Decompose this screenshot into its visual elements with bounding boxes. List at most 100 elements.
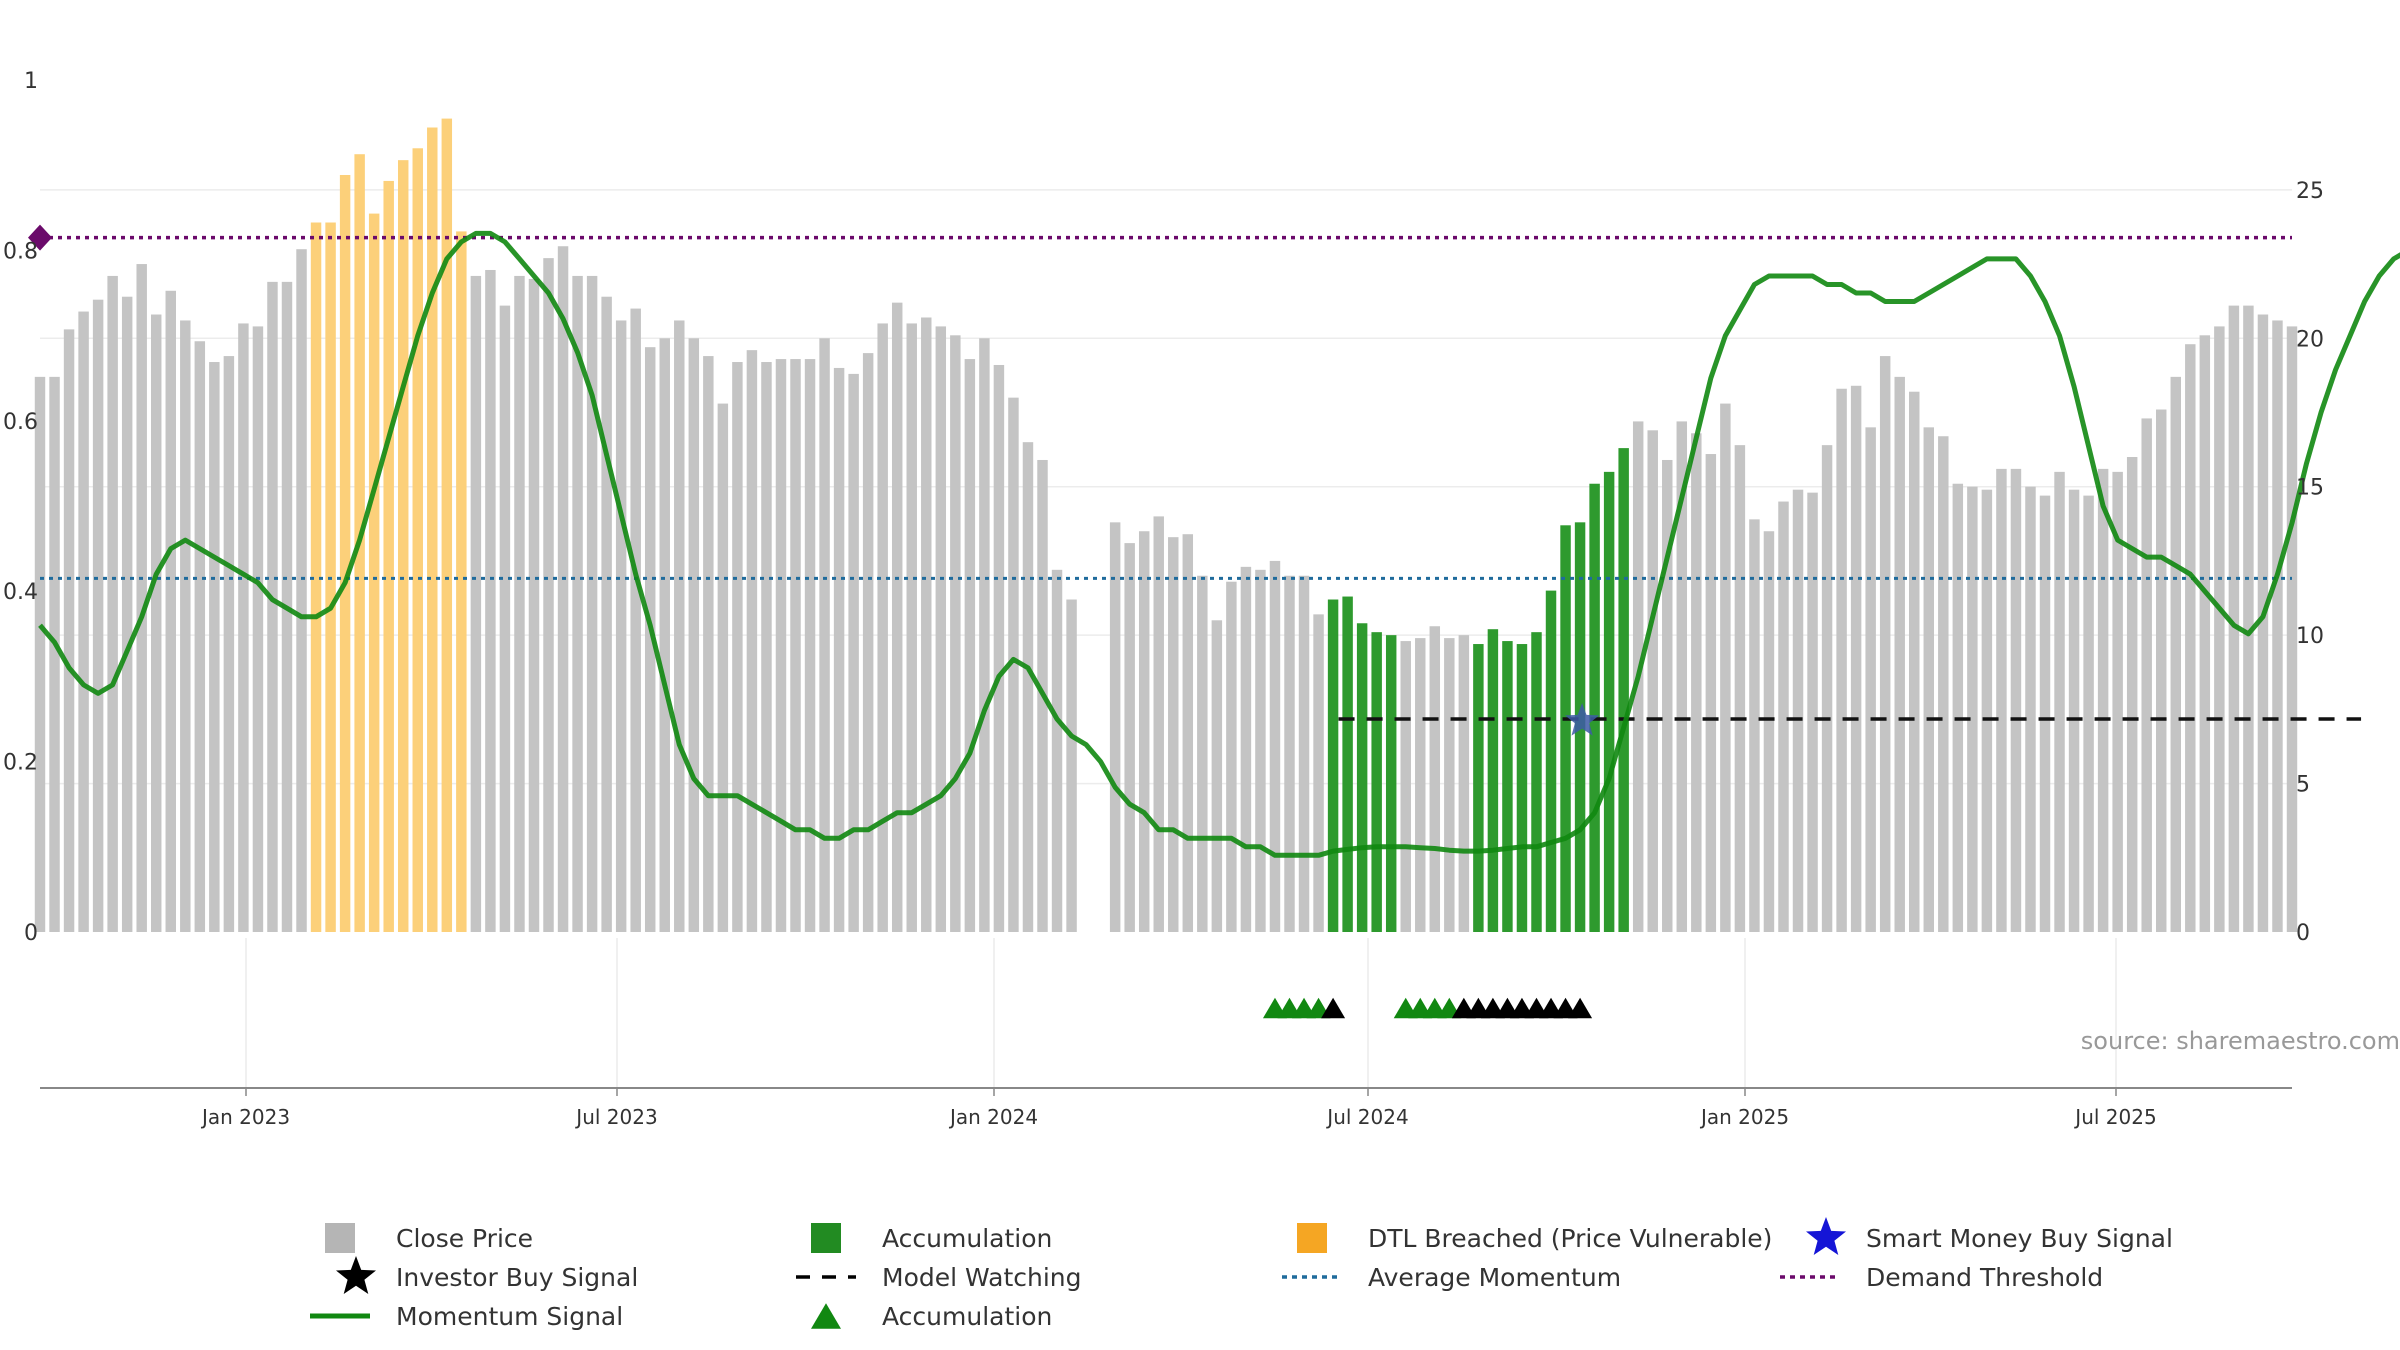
right-y-tick-label: 5 — [2296, 773, 2310, 798]
accumulation-bar — [1342, 596, 1353, 932]
close-price-bar — [819, 338, 830, 932]
close-price-bar — [92, 299, 104, 932]
x-tick-label: Jan 2025 — [1699, 1105, 1789, 1129]
close-price-bar — [1938, 436, 1949, 932]
close-price-bar — [63, 329, 75, 932]
close-price-bar — [209, 362, 220, 933]
x-tick-label: Jan 2023 — [200, 1105, 290, 1129]
close-price-bar — [1996, 468, 2007, 932]
legend-star-icon — [1806, 1217, 1846, 1255]
close-price-bar — [1879, 356, 1891, 932]
close-price-bar — [2054, 471, 2065, 932]
source-label: source: sharemaestro.com — [2081, 1027, 2400, 1055]
close-price-bar — [1400, 641, 1411, 932]
close-price-bar — [1952, 483, 1964, 932]
accumulation-bar — [1531, 632, 1542, 932]
dtl-breached-bar — [368, 213, 380, 932]
close-price-bar — [964, 359, 976, 933]
close-price-bar — [746, 350, 758, 932]
legend-label: Smart Money Buy Signal — [1866, 1224, 2173, 1253]
close-price-bar — [121, 296, 133, 932]
close-price-bar — [78, 311, 89, 932]
close-price-bars — [34, 118, 2298, 933]
close-price-bar — [296, 249, 307, 933]
dtl-breached-bar — [456, 231, 467, 932]
right-y-tick-label: 15 — [2296, 476, 2324, 501]
close-price-bar — [1705, 454, 1717, 932]
close-price-bar — [223, 356, 235, 932]
close-price-bar — [2243, 305, 2254, 933]
close-price-bar — [2156, 409, 2167, 932]
close-price-bar — [1792, 489, 1804, 932]
close-price-bar — [630, 308, 641, 933]
legend-star-icon — [336, 1256, 376, 1294]
legend-label: Average Momentum — [1368, 1263, 1621, 1292]
close-price-bar — [2010, 468, 2022, 932]
close-price-bar — [2214, 326, 2225, 932]
close-price-bar — [1676, 421, 1688, 932]
close-price-bar — [1240, 566, 1252, 932]
close-price-bar — [877, 323, 888, 932]
right-y-tick-label: 0 — [2296, 921, 2310, 946]
close-price-bar — [601, 296, 612, 932]
close-price-bar — [804, 359, 816, 933]
close-price-bar — [180, 320, 191, 932]
accumulation-bar — [1356, 623, 1368, 932]
accumulation-bar — [1487, 629, 1499, 932]
close-price-bar — [2068, 489, 2080, 932]
close-price-bar — [1298, 575, 1310, 932]
close-price-bar — [1691, 433, 1702, 932]
close-price-bar — [194, 341, 206, 932]
close-price-bar — [2126, 457, 2138, 932]
signal-markers — [1262, 703, 1600, 1019]
close-price-bar — [1734, 445, 1746, 932]
close-price-bar — [1444, 638, 1455, 932]
x-tick-label: Jul 2025 — [2073, 1105, 2156, 1129]
close-price-bar — [775, 359, 787, 933]
close-price-bar — [1153, 516, 1164, 932]
close-price-bar — [688, 338, 700, 932]
accumulation-bar — [1618, 448, 1629, 932]
close-price-bar — [543, 258, 554, 932]
dtl-breached-bar — [412, 148, 423, 932]
close-price-bar — [1269, 560, 1281, 932]
close-price-bar — [1720, 403, 1731, 932]
demand-threshold-marker — [28, 224, 52, 251]
smart-money-buy-star — [1565, 703, 1600, 736]
close-price-bar — [644, 347, 656, 932]
close-price-bar — [674, 320, 685, 932]
x-tick-label: Jan 2024 — [948, 1105, 1038, 1129]
accumulation-bar — [1385, 635, 1397, 932]
close-price-bar — [2112, 471, 2123, 932]
close-price-bar — [1850, 385, 1862, 933]
close-price-bar — [1124, 543, 1135, 932]
dtl-breached-bar — [397, 160, 409, 932]
legend-label: DTL Breached (Price Vulnerable) — [1368, 1224, 1772, 1253]
close-price-bar — [1894, 376, 1905, 932]
close-price-bar — [906, 323, 917, 932]
close-price-bar — [514, 275, 525, 933]
close-price-bar — [34, 376, 46, 932]
accumulation-bar — [1589, 483, 1600, 932]
close-price-bar — [1836, 388, 1847, 933]
legend-label: Model Watching — [882, 1263, 1082, 1292]
close-price-bar — [499, 305, 511, 933]
close-price-bar — [165, 290, 176, 932]
close-price-bar — [1226, 581, 1237, 932]
close-price-bar — [790, 359, 801, 933]
legend-label: Momentum Signal — [396, 1302, 623, 1331]
close-price-bar — [238, 323, 249, 932]
close-price-bar — [1778, 501, 1789, 932]
close-price-bar — [2286, 326, 2298, 932]
close-price-bar — [470, 275, 482, 933]
accumulation-bar — [1516, 644, 1528, 932]
close-price-bar — [1109, 522, 1121, 932]
close-price-bar — [107, 275, 118, 933]
close-price-bar — [2141, 418, 2152, 933]
close-price-bar — [267, 281, 278, 933]
right-y-tick-label: 10 — [2296, 624, 2324, 649]
close-price-bar — [1647, 430, 1658, 932]
right-y-tick-label: 25 — [2296, 179, 2324, 204]
left-y-tick-label: 1 — [24, 69, 38, 94]
close-price-bar — [1211, 620, 1223, 932]
